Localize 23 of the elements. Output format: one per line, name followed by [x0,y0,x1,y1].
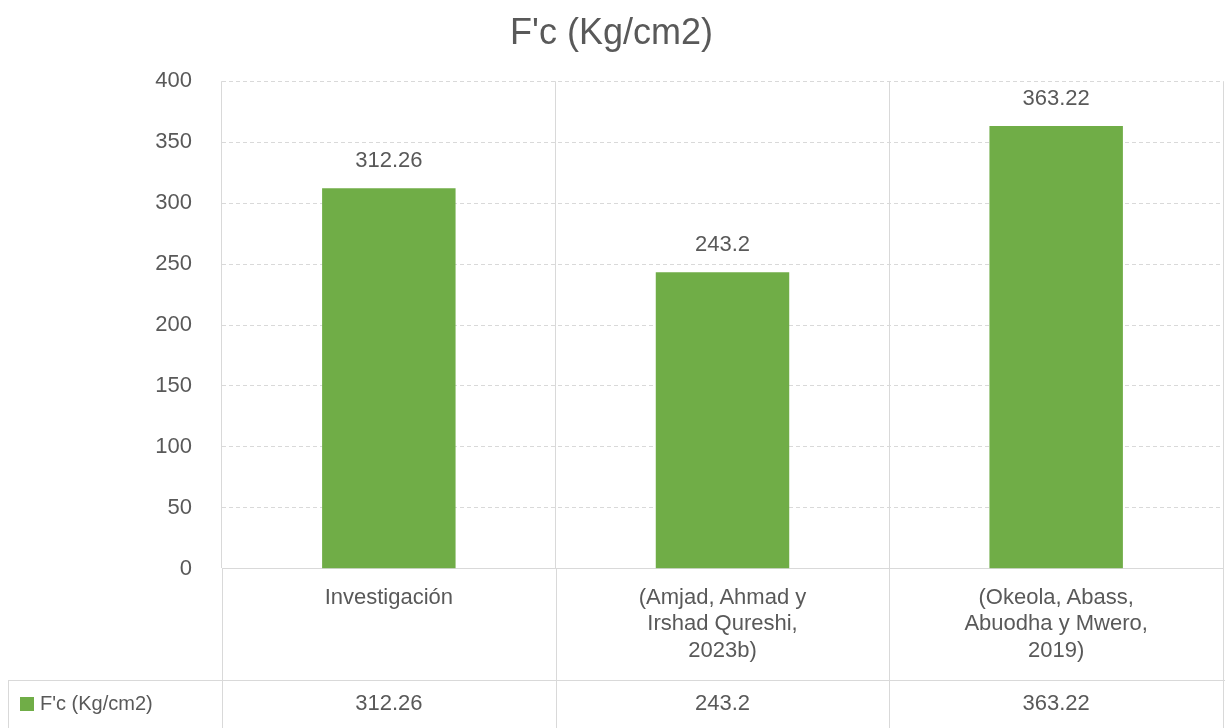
y-tick-label: 250 [155,250,192,276]
y-tick-label: 150 [155,372,192,398]
y-tick-label: 100 [155,432,192,458]
y-tick-label: 0 [179,554,192,580]
y-tick-label: 300 [155,189,192,215]
legend-label: F'c (Kg/cm2) [40,691,153,714]
y-tick-label: 400 [155,67,192,93]
text: 312.26 [355,690,423,716]
x-tick-label: Investigación [324,584,454,610]
x-tick-label: (Okeola, Abass, Abuodha y Mwero, 2019) [964,584,1148,662]
data-label: 363.22 [1022,85,1090,111]
y-tick-label: 350 [155,128,192,154]
chart-title: F'c (Kg/cm2) [510,10,713,52]
bar [322,188,456,569]
bar [655,272,790,569]
text: 243.2 [694,690,751,716]
data-label: 243.2 [694,231,751,257]
y-tick-label: 50 [167,493,192,519]
x-tick-label: (Amjad, Ahmad y Irshad Qureshi, 2023b) [638,584,807,662]
y-tick-label: 200 [155,311,192,337]
data-label: 312.26 [355,147,423,173]
text: 363.22 [1022,690,1090,716]
bar [989,126,1123,569]
